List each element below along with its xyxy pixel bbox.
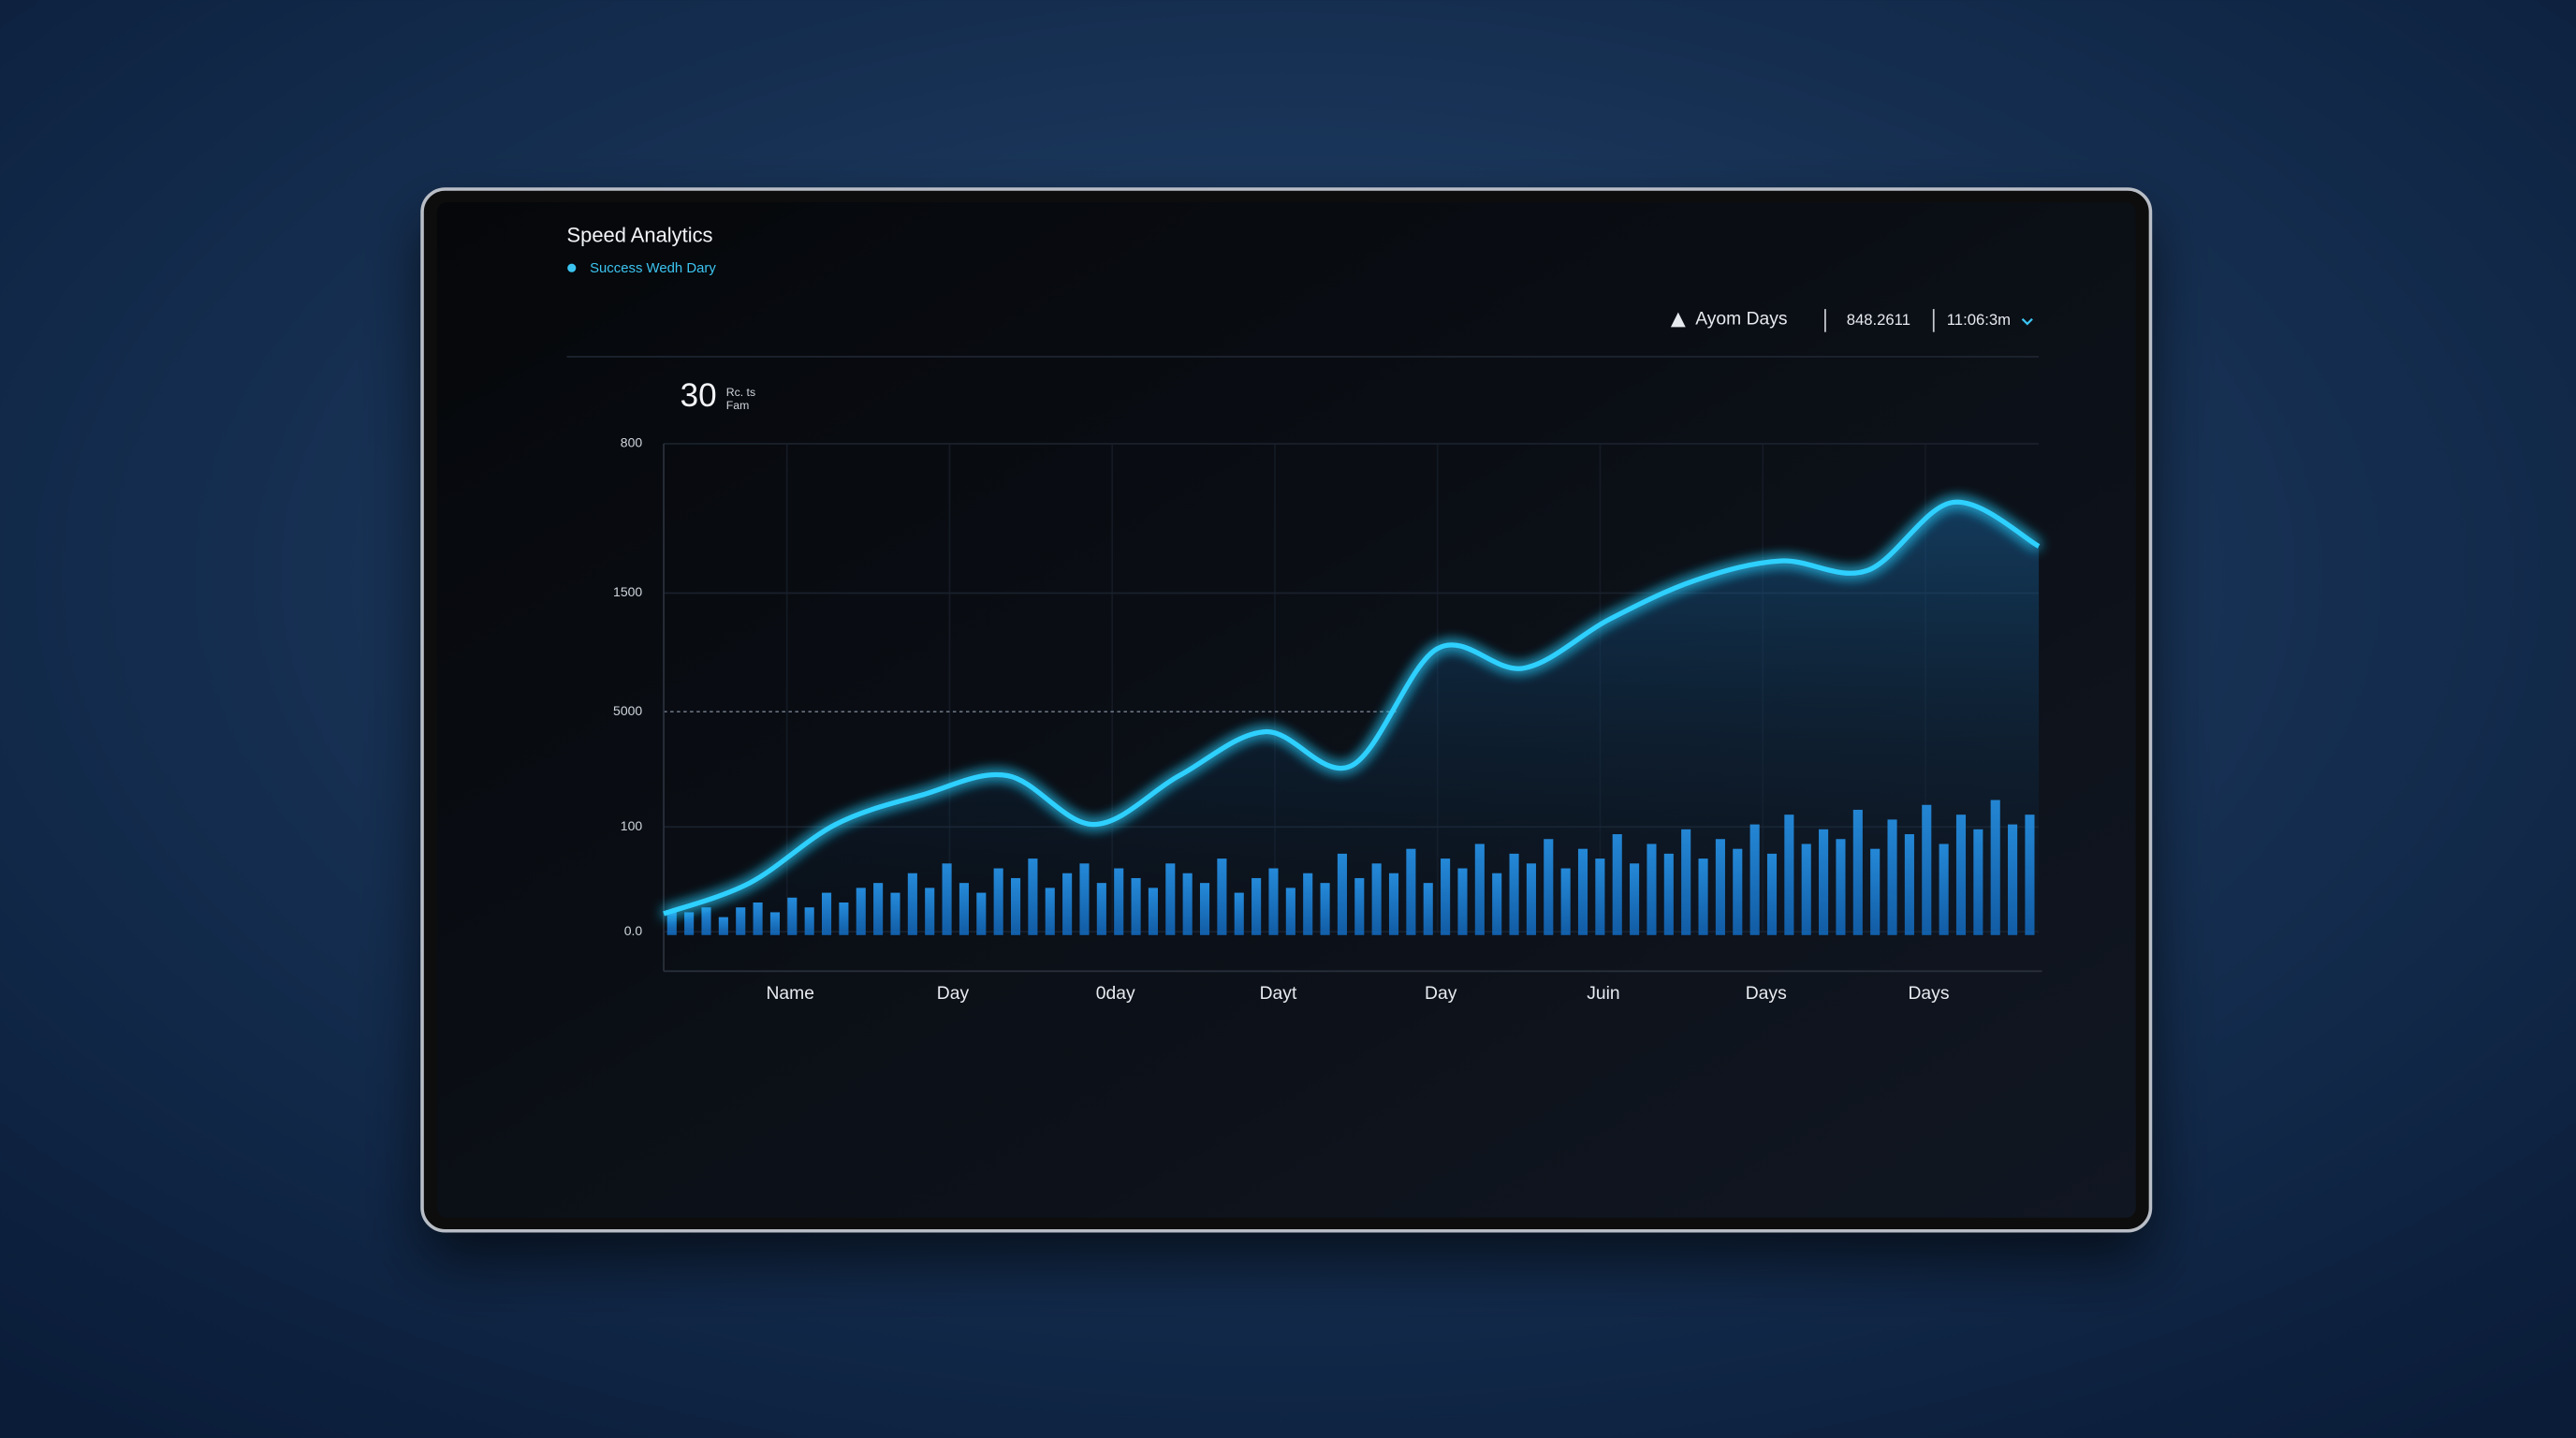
y-tick-label: 5000 bbox=[613, 703, 642, 718]
y-tick-label: 0.0 bbox=[624, 923, 643, 938]
y-tick-label: 1500 bbox=[613, 584, 642, 599]
x-tick-label: Days bbox=[1746, 984, 1787, 1004]
y-tick-label: 100 bbox=[621, 818, 643, 833]
line bbox=[663, 499, 2041, 917]
x-tick-label: Day bbox=[1425, 984, 1457, 1004]
x-tick-label: Name bbox=[766, 984, 813, 1004]
toolbar-value: 848.2611 bbox=[1847, 311, 1910, 329]
legend-dot bbox=[567, 263, 577, 272]
summary-unit: Fam bbox=[726, 399, 750, 412]
dropdown-chevron[interactable] bbox=[2021, 317, 2033, 326]
x-tick-label: Days bbox=[1909, 984, 1950, 1004]
tablet-screen bbox=[436, 202, 2136, 1218]
range-icon bbox=[1670, 312, 1686, 328]
time-selector[interactable]: 11:06:3m bbox=[1947, 311, 2011, 329]
x-tick-label: 0day bbox=[1096, 984, 1135, 1004]
chart: 0.0 100 5000 1500 800 Name Day 0day Dayt Day Juin D… bbox=[613, 435, 2042, 1004]
y-tick-label: 800 bbox=[621, 435, 643, 450]
area-fill bbox=[664, 502, 2040, 932]
x-tick-label: Dayt bbox=[1260, 984, 1297, 1004]
x-tick-label: Day bbox=[937, 984, 970, 1004]
legend-label: Success Wedh Dary bbox=[590, 261, 716, 276]
app-title: Speed Analytics bbox=[567, 224, 713, 247]
summary-unit: Rc. ts bbox=[726, 386, 755, 399]
x-tick-label: Juin bbox=[1587, 984, 1619, 1004]
summary-value: 30 bbox=[681, 377, 717, 414]
range-selector[interactable]: Ayom Days bbox=[1695, 310, 1787, 330]
